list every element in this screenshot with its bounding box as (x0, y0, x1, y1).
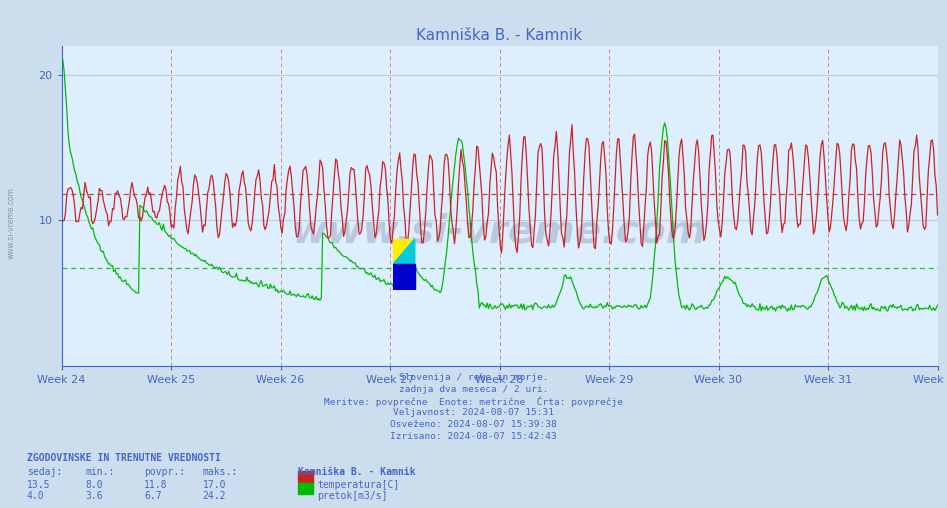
Title: Kamniška B. - Kamnik: Kamniška B. - Kamnik (417, 28, 582, 43)
Text: temperatura[C]: temperatura[C] (317, 480, 400, 490)
Text: min.:: min.: (85, 467, 115, 478)
Text: Kamniška B. - Kamnik: Kamniška B. - Kamnik (298, 467, 416, 478)
Polygon shape (393, 239, 415, 264)
Text: 6.7: 6.7 (144, 491, 162, 501)
Text: 17.0: 17.0 (203, 480, 226, 490)
Text: Meritve: povprečne  Enote: metrične  Črta: povprečje: Meritve: povprečne Enote: metrične Črta:… (324, 397, 623, 407)
Text: Izrisano: 2024-08-07 15:42:43: Izrisano: 2024-08-07 15:42:43 (390, 432, 557, 441)
Text: ZGODOVINSKE IN TRENUTNE VREDNOSTI: ZGODOVINSKE IN TRENUTNE VREDNOSTI (27, 453, 221, 463)
Text: zadnja dva meseca / 2 uri.: zadnja dva meseca / 2 uri. (399, 385, 548, 394)
Text: www.si-vreme.com: www.si-vreme.com (292, 212, 707, 250)
Text: Veljavnost: 2024-08-07 15:31: Veljavnost: 2024-08-07 15:31 (393, 408, 554, 418)
Text: Osveženo: 2024-08-07 15:39:38: Osveženo: 2024-08-07 15:39:38 (390, 420, 557, 429)
Text: 3.6: 3.6 (85, 491, 103, 501)
Text: 4.0: 4.0 (27, 491, 45, 501)
Text: 24.2: 24.2 (203, 491, 226, 501)
Text: 11.8: 11.8 (144, 480, 168, 490)
Text: maks.:: maks.: (203, 467, 238, 478)
Text: povpr.:: povpr.: (144, 467, 185, 478)
Text: sedaj:: sedaj: (27, 467, 62, 478)
Text: 13.5: 13.5 (27, 480, 50, 490)
Polygon shape (393, 264, 415, 290)
Text: pretok[m3/s]: pretok[m3/s] (317, 491, 387, 501)
Text: 8.0: 8.0 (85, 480, 103, 490)
Text: www.si-vreme.com: www.si-vreme.com (7, 187, 16, 260)
Text: Slovenija / reke in morje.: Slovenija / reke in morje. (399, 373, 548, 383)
Polygon shape (393, 239, 415, 264)
